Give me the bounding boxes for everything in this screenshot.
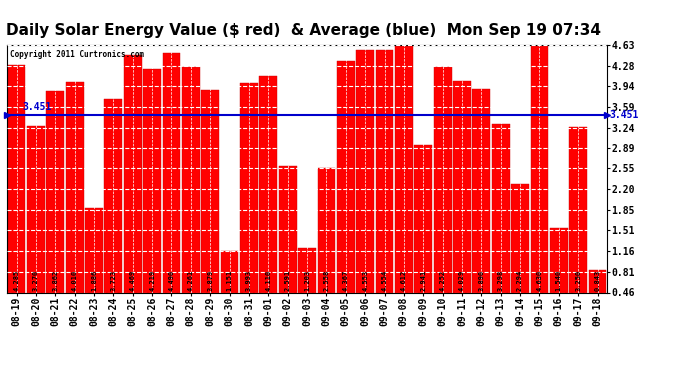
Text: 0.843: 0.843 (595, 270, 600, 291)
Text: 3.879: 3.879 (207, 270, 213, 291)
Bar (414, 145, 432, 320)
Bar (492, 124, 510, 320)
Bar (240, 83, 258, 320)
Text: 3.723: 3.723 (110, 270, 117, 291)
Text: 1.886: 1.886 (91, 270, 97, 291)
Text: 3.298: 3.298 (497, 270, 504, 291)
Bar (8, 66, 26, 320)
Text: 3.250: 3.250 (575, 270, 581, 291)
Bar (144, 69, 161, 320)
Text: 3.451: 3.451 (22, 102, 52, 112)
Bar (66, 82, 83, 320)
Text: 4.261: 4.261 (188, 270, 194, 291)
Bar (569, 127, 587, 320)
Bar (550, 228, 568, 320)
Bar (434, 68, 451, 320)
Text: 3.270: 3.270 (33, 270, 39, 291)
Bar (511, 184, 529, 320)
Text: 1.203: 1.203 (304, 270, 310, 291)
Bar (27, 126, 45, 320)
Bar (104, 99, 122, 320)
Bar (85, 208, 103, 320)
Bar (46, 91, 64, 320)
Text: 3.451: 3.451 (609, 110, 638, 120)
Bar (531, 45, 549, 320)
Bar (298, 248, 316, 320)
Bar (337, 61, 355, 320)
Text: 3.890: 3.890 (478, 270, 484, 291)
Text: 3.862: 3.862 (52, 270, 59, 291)
Text: 1.151: 1.151 (226, 270, 233, 291)
Text: 1.540: 1.540 (555, 270, 562, 291)
Text: 4.612: 4.612 (401, 270, 407, 291)
Bar (279, 166, 297, 320)
Text: Daily Solar Energy Value ($ red)  & Average (blue)  Mon Sep 19 07:34: Daily Solar Energy Value ($ red) & Avera… (6, 22, 601, 38)
Text: 3.993: 3.993 (246, 270, 252, 291)
Text: 2.558: 2.558 (324, 270, 329, 291)
Bar (473, 89, 490, 320)
Text: 4.010: 4.010 (72, 270, 78, 291)
Bar (201, 90, 219, 320)
Bar (356, 50, 374, 320)
Bar (395, 46, 413, 320)
Text: 4.469: 4.469 (130, 270, 136, 291)
Text: 4.029: 4.029 (459, 270, 465, 291)
Text: 4.553: 4.553 (362, 270, 368, 291)
Bar (182, 67, 200, 320)
Text: 4.490: 4.490 (168, 270, 175, 291)
Text: 4.110: 4.110 (266, 270, 271, 291)
Bar (453, 81, 471, 320)
Text: 4.285: 4.285 (14, 270, 19, 291)
Bar (589, 270, 607, 320)
Bar (259, 76, 277, 320)
Text: 4.219: 4.219 (149, 270, 155, 291)
Text: 4.554: 4.554 (382, 270, 388, 291)
Bar (221, 252, 239, 320)
Text: 2.941: 2.941 (420, 270, 426, 291)
Text: 2.294: 2.294 (517, 270, 523, 291)
Bar (375, 50, 393, 320)
Text: 4.252: 4.252 (440, 270, 446, 291)
Bar (124, 54, 141, 320)
Text: 4.367: 4.367 (343, 270, 348, 291)
Text: 4.630: 4.630 (536, 270, 542, 291)
Text: Copyright 2011 Curtronics.com: Copyright 2011 Curtronics.com (10, 51, 144, 60)
Text: 2.591: 2.591 (285, 270, 290, 291)
Bar (317, 168, 335, 320)
Bar (163, 53, 180, 320)
